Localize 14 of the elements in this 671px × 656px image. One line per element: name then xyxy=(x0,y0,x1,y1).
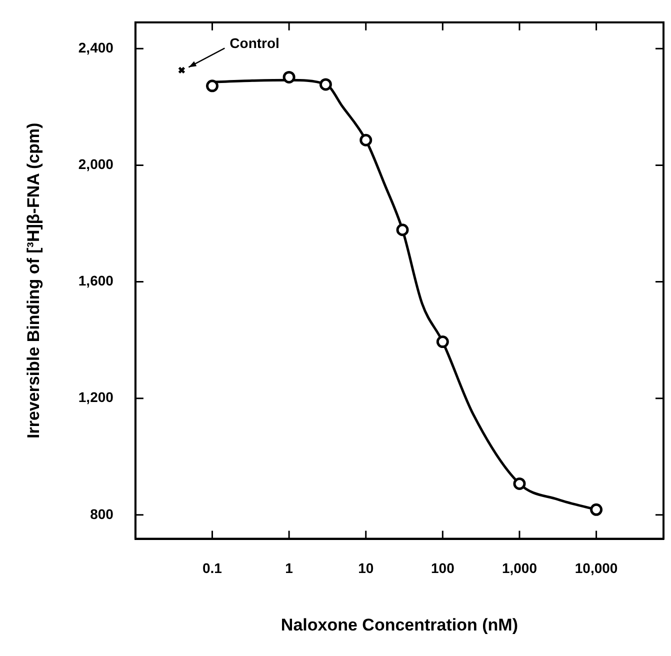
x-tick-label: 100 xyxy=(430,560,455,576)
x-tick-label: 1 xyxy=(285,560,294,576)
y-tick-label: 800 xyxy=(90,506,114,522)
y-tick-label: 1,200 xyxy=(78,389,114,406)
x-tick-label: 1,000 xyxy=(502,560,538,576)
y-tick-label: 2,400 xyxy=(78,39,114,56)
x-tick-label: 10 xyxy=(358,560,374,576)
y-tick-label: 1,600 xyxy=(78,272,114,289)
x-tick-label: 0.1 xyxy=(202,560,222,576)
x-tick-label: 10,000 xyxy=(574,560,618,576)
y-axis-title: Irreversible Binding of [³H]β-FNA (cpm) xyxy=(24,122,43,438)
x-axis-title: Naloxone Concentration (nM) xyxy=(280,615,518,634)
y-tick-label: 2,000 xyxy=(78,156,114,172)
annotation: Control xyxy=(230,35,280,52)
